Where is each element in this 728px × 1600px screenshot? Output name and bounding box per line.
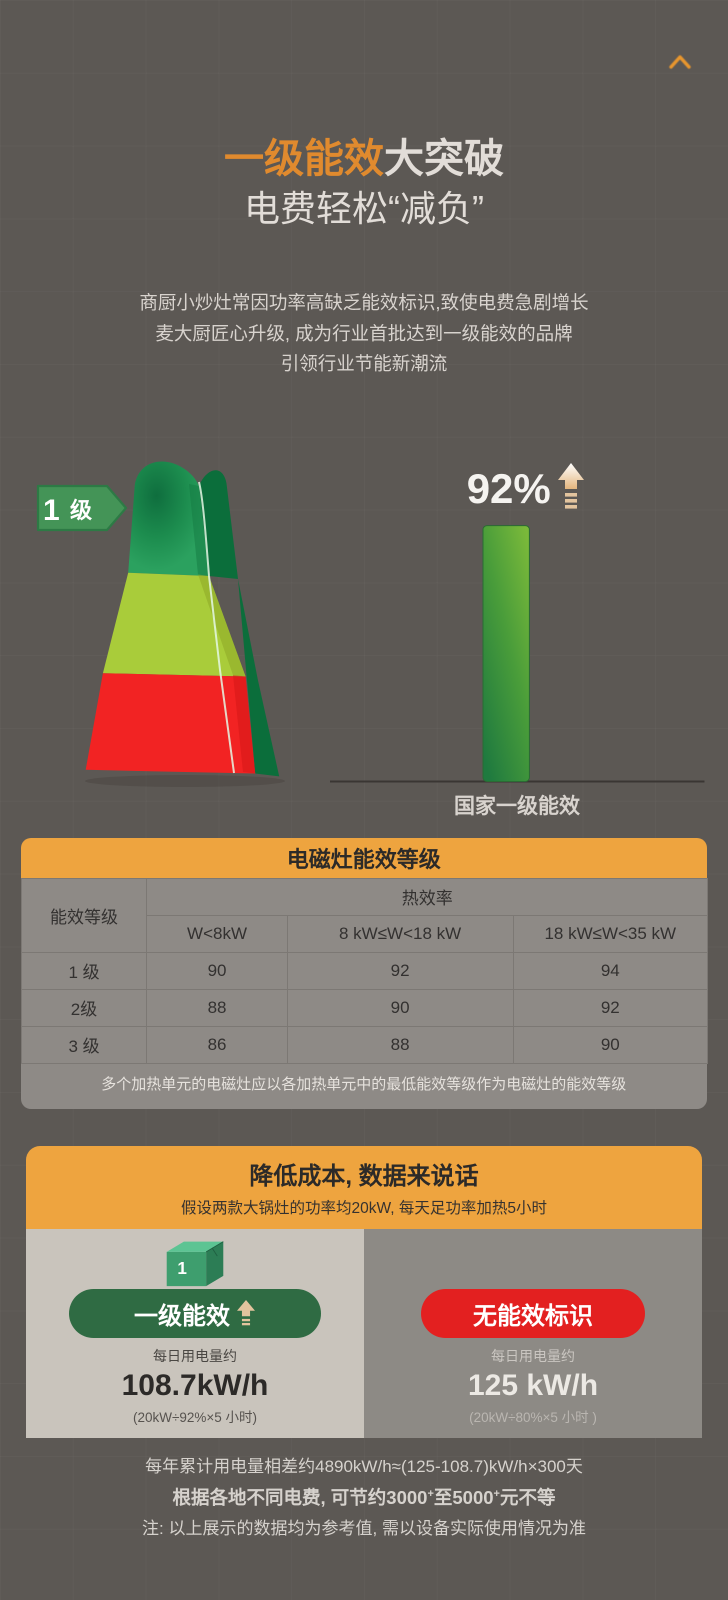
svg-text:1: 1: [43, 494, 60, 527]
svg-text:级: 级: [70, 498, 92, 523]
svg-text:1: 1: [177, 1258, 187, 1278]
